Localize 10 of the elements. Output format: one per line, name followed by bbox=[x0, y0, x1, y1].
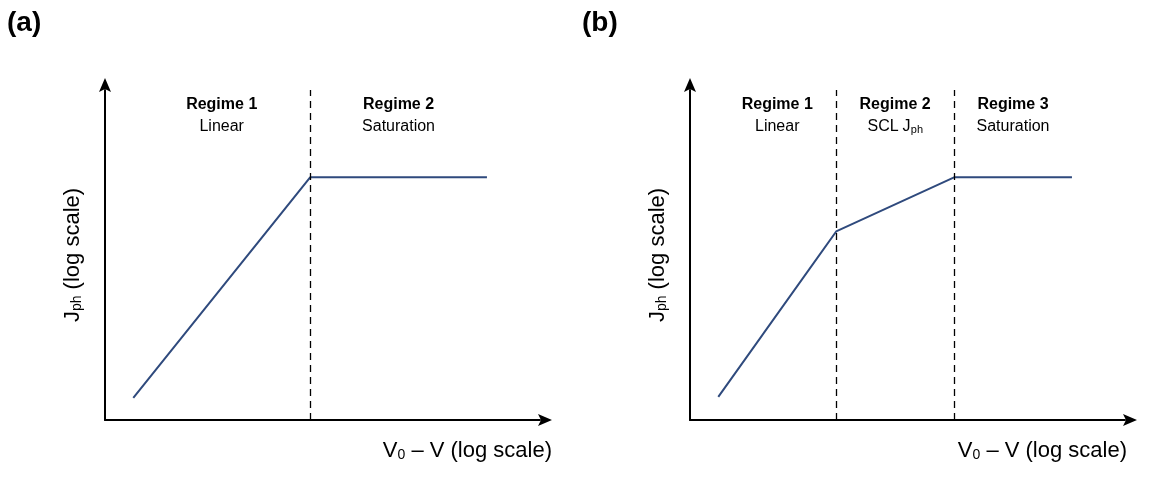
chart-title: (b) bbox=[582, 5, 618, 37]
y-axis-title: Jph (log scale) bbox=[58, 187, 84, 323]
y-axis-title: Jph (log scale) bbox=[643, 187, 669, 323]
x-axis-title: V0 – V (log scale) bbox=[957, 436, 1128, 462]
text: Regime 1 Linear bbox=[741, 94, 813, 134]
text: Regime 2 Saturation bbox=[362, 94, 436, 134]
text: Regime 3 Saturation bbox=[976, 94, 1050, 134]
text: Regime 1 Linear bbox=[186, 94, 258, 134]
x-axis-title: V0 – V (log scale) bbox=[382, 436, 553, 462]
chart-title: (a) bbox=[7, 5, 42, 37]
